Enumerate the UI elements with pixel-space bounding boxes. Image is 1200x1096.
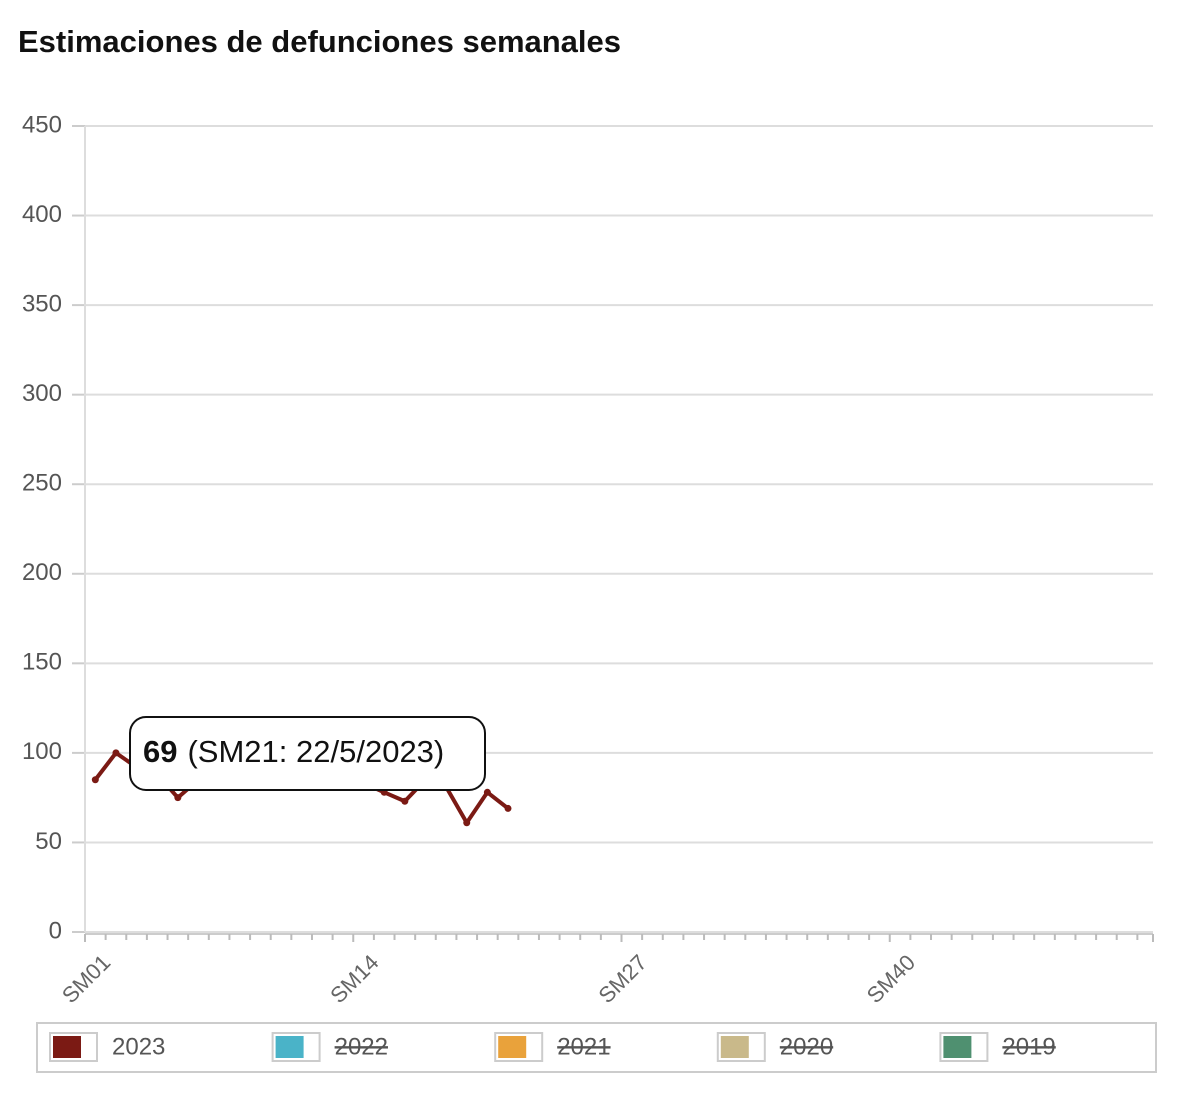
y-tick-label: 50	[35, 828, 62, 855]
legend-label: 2019	[1002, 1033, 1055, 1060]
tooltip-text: 69 (SM21: 22/5/2023)	[143, 734, 444, 769]
y-tick-label: 400	[22, 201, 62, 228]
y-tick-label: 250	[22, 470, 62, 497]
y-tick-label: 150	[22, 649, 62, 676]
tooltip: 69 (SM21: 22/5/2023)	[129, 716, 486, 791]
x-tick-label: SM27	[593, 950, 651, 1008]
x-tick-label: SM40	[862, 950, 920, 1008]
point	[91, 776, 99, 784]
tooltip-box	[129, 716, 486, 791]
chart-title: Estimaciones de defunciones semanales	[18, 24, 621, 59]
y-tick-label: 350	[22, 290, 62, 317]
legend-swatch	[498, 1036, 527, 1058]
legend-swatch	[720, 1036, 749, 1058]
tooltip-value: 69	[143, 734, 177, 769]
legend-swatch	[53, 1036, 81, 1058]
y-tick-label: 450	[22, 111, 62, 138]
tooltip-label: (SM21: 22/5/2023)	[187, 734, 444, 769]
point	[174, 794, 182, 802]
point	[483, 788, 491, 796]
legend-swatch	[943, 1036, 972, 1058]
y-tick-label: 300	[22, 380, 62, 407]
y-tick-label: 200	[22, 559, 62, 586]
point	[401, 797, 409, 805]
point	[463, 819, 471, 827]
x-tick-label: SM01	[57, 950, 115, 1008]
legend-label: 2023	[112, 1033, 165, 1060]
legend-label: 2020	[780, 1033, 833, 1060]
point	[504, 804, 512, 812]
point	[112, 749, 120, 757]
legend-label: 2021	[557, 1033, 610, 1060]
legend-swatch	[275, 1036, 304, 1058]
legend-label: 2022	[335, 1033, 388, 1060]
y-tick-label: 100	[22, 738, 62, 765]
y-tick-label: 0	[49, 917, 62, 944]
x-tick-label: SM14	[325, 950, 383, 1008]
